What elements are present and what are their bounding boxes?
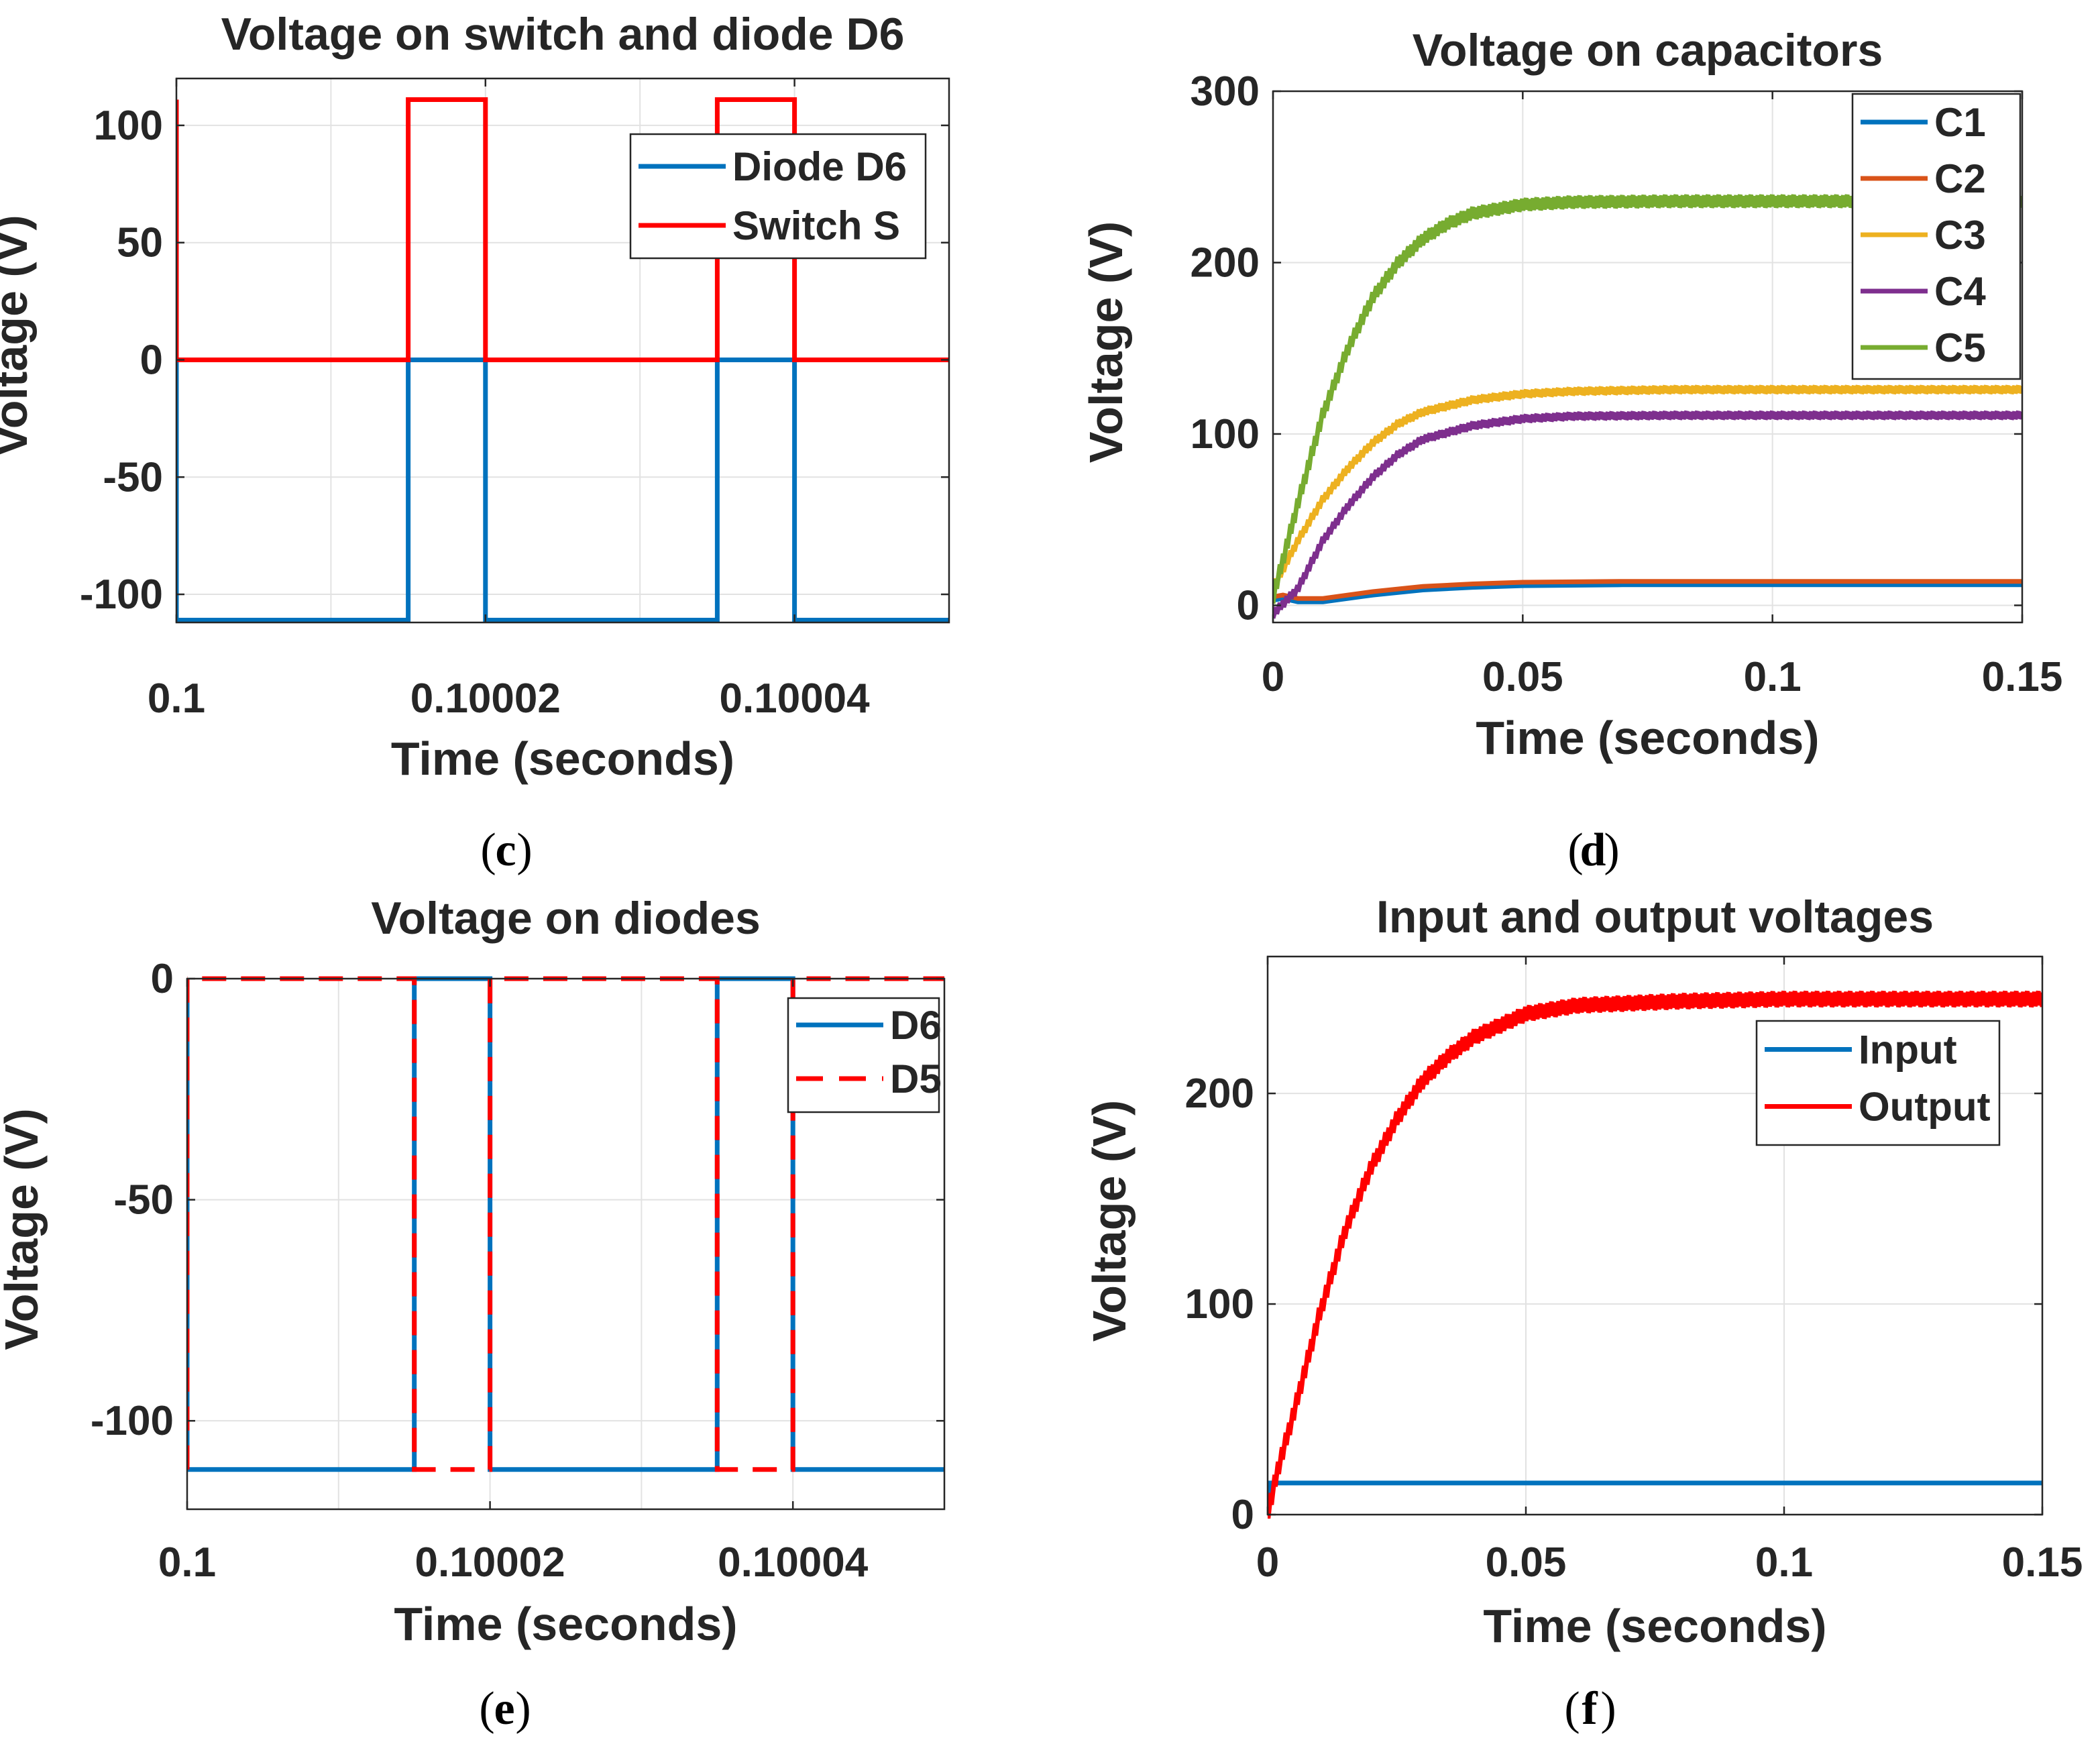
legend-label: Output — [1859, 1085, 1991, 1130]
axes-box — [175, 77, 950, 624]
legend-label: Diode D6 — [732, 144, 907, 189]
chart-title: Input and output voltages — [1376, 891, 1934, 942]
x-tick-label: 0 — [1256, 1539, 1279, 1586]
ticks — [175, 78, 949, 622]
x-tick-label: 0.1 — [158, 1539, 216, 1586]
x-tick-label: 0.05 — [1486, 1539, 1567, 1586]
ticks — [186, 977, 944, 1509]
x-tick-label: 0.1 — [1755, 1539, 1813, 1586]
caption-open-paren: ( — [480, 824, 496, 876]
legend-label: D5 — [890, 1056, 942, 1101]
x-tick-label: 0.15 — [2002, 1539, 2083, 1586]
chart-e: 0.1 0.10002 0.10004 -100 -50 0 Voltage on diod… — [0, 893, 946, 1735]
y-tick-label: 0 — [1237, 582, 1260, 629]
caption-letter: e — [494, 1683, 514, 1735]
x-axis-label: Time (seconds) — [1483, 1600, 1826, 1652]
series-group — [1268, 990, 2042, 1519]
legend: C1 C2 C3 C4 C5 — [1851, 93, 2022, 380]
y-tick-label: 200 — [1191, 239, 1260, 286]
chart-title: Voltage on capacitors — [1413, 25, 1883, 76]
panel-caption: (f) — [1564, 1683, 1616, 1735]
y-tick-label: -50 — [103, 454, 163, 500]
x-tick-label: 0.10004 — [720, 675, 871, 722]
ticks — [1272, 90, 2024, 622]
caption-letter: c — [495, 824, 516, 876]
y-tick-label: 0 — [1231, 1492, 1254, 1538]
chart-c: 0.1 0.10002 0.10004 -100 -50 0 50 100 Voltage on… — [0, 9, 950, 876]
chart-title: Voltage on switch and diode D6 — [221, 9, 905, 60]
x-tick-label: 0.1 — [148, 675, 205, 722]
legend-box — [787, 997, 940, 1113]
y-tick-label: 0 — [140, 337, 163, 383]
x-tick-label: 0.15 — [1982, 654, 2063, 700]
axes-box — [1266, 955, 2044, 1516]
y-tick-label: 0 — [151, 956, 174, 1002]
y-tick-label: -100 — [80, 571, 163, 618]
x-tick-label: 0 — [1262, 654, 1284, 700]
y-axis-label: Voltage (V) — [1083, 1100, 1136, 1342]
series-line-c2 — [1273, 579, 2022, 601]
y-tick-label: 50 — [117, 220, 163, 266]
x-tick-label: 0.10002 — [415, 1539, 565, 1586]
x-axis-label: Time (seconds) — [1476, 712, 1819, 764]
legend-label: D6 — [890, 1003, 942, 1048]
y-tick-label: -50 — [113, 1177, 174, 1223]
legend-label: C1 — [1934, 100, 1986, 145]
y-tick-label: 100 — [94, 103, 163, 149]
x-tick-label: 0.10002 — [410, 675, 561, 722]
y-axis-label: Voltage (V) — [1080, 221, 1132, 463]
caption-open-paren: ( — [479, 1683, 494, 1735]
legend-label: C5 — [1934, 325, 1986, 370]
caption-letter: f — [1582, 1683, 1598, 1735]
y-tick-label: 200 — [1185, 1071, 1254, 1117]
axes-box — [1272, 90, 2024, 624]
legend-label: C2 — [1934, 156, 1986, 201]
chart-f: 0 0.05 0.1 0.15 0 100 200 Input and output volt… — [1083, 891, 2083, 1735]
series-line-c4 — [1273, 410, 2022, 619]
panel-caption: (d) — [1567, 824, 1619, 876]
series-line-c1 — [1273, 582, 2022, 604]
caption-letter: d — [1580, 824, 1606, 876]
y-tick-label: 100 — [1185, 1281, 1254, 1327]
y-axis-label: Voltage (V) — [0, 1108, 48, 1350]
x-tick-label: 0.10004 — [718, 1539, 869, 1586]
y-tick-label: 300 — [1191, 68, 1260, 115]
y-tick-label: 100 — [1191, 411, 1260, 457]
caption-close-paren: ) — [1604, 824, 1619, 876]
x-tick-label: 0.1 — [1744, 654, 1802, 700]
y-tick-label: -100 — [91, 1398, 174, 1444]
legend-box — [1755, 1020, 2001, 1146]
x-axis-label: Time (seconds) — [391, 732, 734, 785]
legend-label: C3 — [1934, 213, 1986, 258]
legend-box — [629, 133, 927, 260]
panel-caption: (c) — [480, 824, 532, 876]
caption-open-paren: ( — [1567, 824, 1583, 876]
caption-close-paren: ) — [515, 1683, 531, 1735]
legend-label: C4 — [1934, 269, 1986, 314]
series-line-output — [1268, 990, 2042, 1519]
legend: Input Output — [1755, 1020, 2001, 1146]
axes-box — [186, 977, 946, 1511]
caption-open-paren: ( — [1564, 1683, 1580, 1735]
legend-label: Switch S — [732, 203, 900, 248]
legend-label: Input — [1859, 1028, 1957, 1073]
legend: Diode D6 Switch S — [629, 133, 927, 260]
caption-close-paren: ) — [516, 824, 532, 876]
chart-d: 0 0.05 0.1 0.15 0 100 200 300 Voltage on capacit… — [1080, 25, 2062, 876]
caption-close-paren: ) — [1600, 1683, 1616, 1735]
x-axis-label: Time (seconds) — [394, 1598, 737, 1650]
ticks — [1266, 957, 2044, 1516]
x-tick-label: 0.05 — [1482, 654, 1563, 700]
chart-title: Voltage on diodes — [371, 893, 761, 944]
panel-caption: (e) — [479, 1683, 531, 1735]
series-line-c3 — [1273, 384, 2022, 594]
y-axis-label: Voltage (V) — [0, 215, 37, 456]
